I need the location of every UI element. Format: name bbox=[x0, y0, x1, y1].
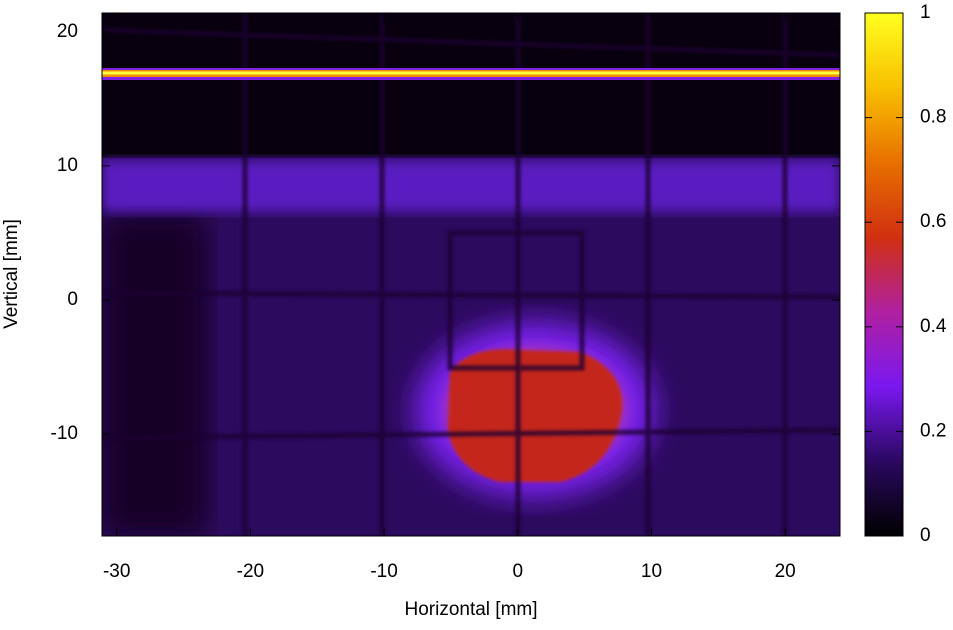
y-axis-label: Vertical [mm] bbox=[1, 219, 22, 329]
plot-frame bbox=[101, 12, 841, 537]
x-axis-label: Horizontal [mm] bbox=[404, 599, 537, 620]
y-tick-label: 0 bbox=[67, 289, 78, 310]
x-tick-label: -20 bbox=[237, 561, 264, 582]
y-tick-label: 20 bbox=[57, 21, 78, 42]
x-tick-label: 0 bbox=[513, 561, 524, 582]
y-tick-label: 10 bbox=[57, 155, 78, 176]
colorbar-tick-label: 0.8 bbox=[920, 107, 946, 128]
x-tick-label: -10 bbox=[370, 561, 397, 582]
x-tick-label: -30 bbox=[103, 561, 130, 582]
colorbar-tick-label: 0.2 bbox=[920, 420, 946, 441]
heatmap-image bbox=[102, 13, 840, 536]
x-tick-label: 10 bbox=[641, 561, 662, 582]
y-tick-label: -10 bbox=[51, 423, 78, 444]
colorbar-tick-label: 0.6 bbox=[920, 211, 946, 232]
x-tick-label: 20 bbox=[775, 561, 796, 582]
colorbar-tick-label: 0.4 bbox=[920, 316, 947, 337]
colorbar bbox=[864, 12, 904, 537]
colorbar-tick-label: 0 bbox=[920, 525, 931, 546]
colorbar-tick-label: 1 bbox=[920, 2, 931, 23]
